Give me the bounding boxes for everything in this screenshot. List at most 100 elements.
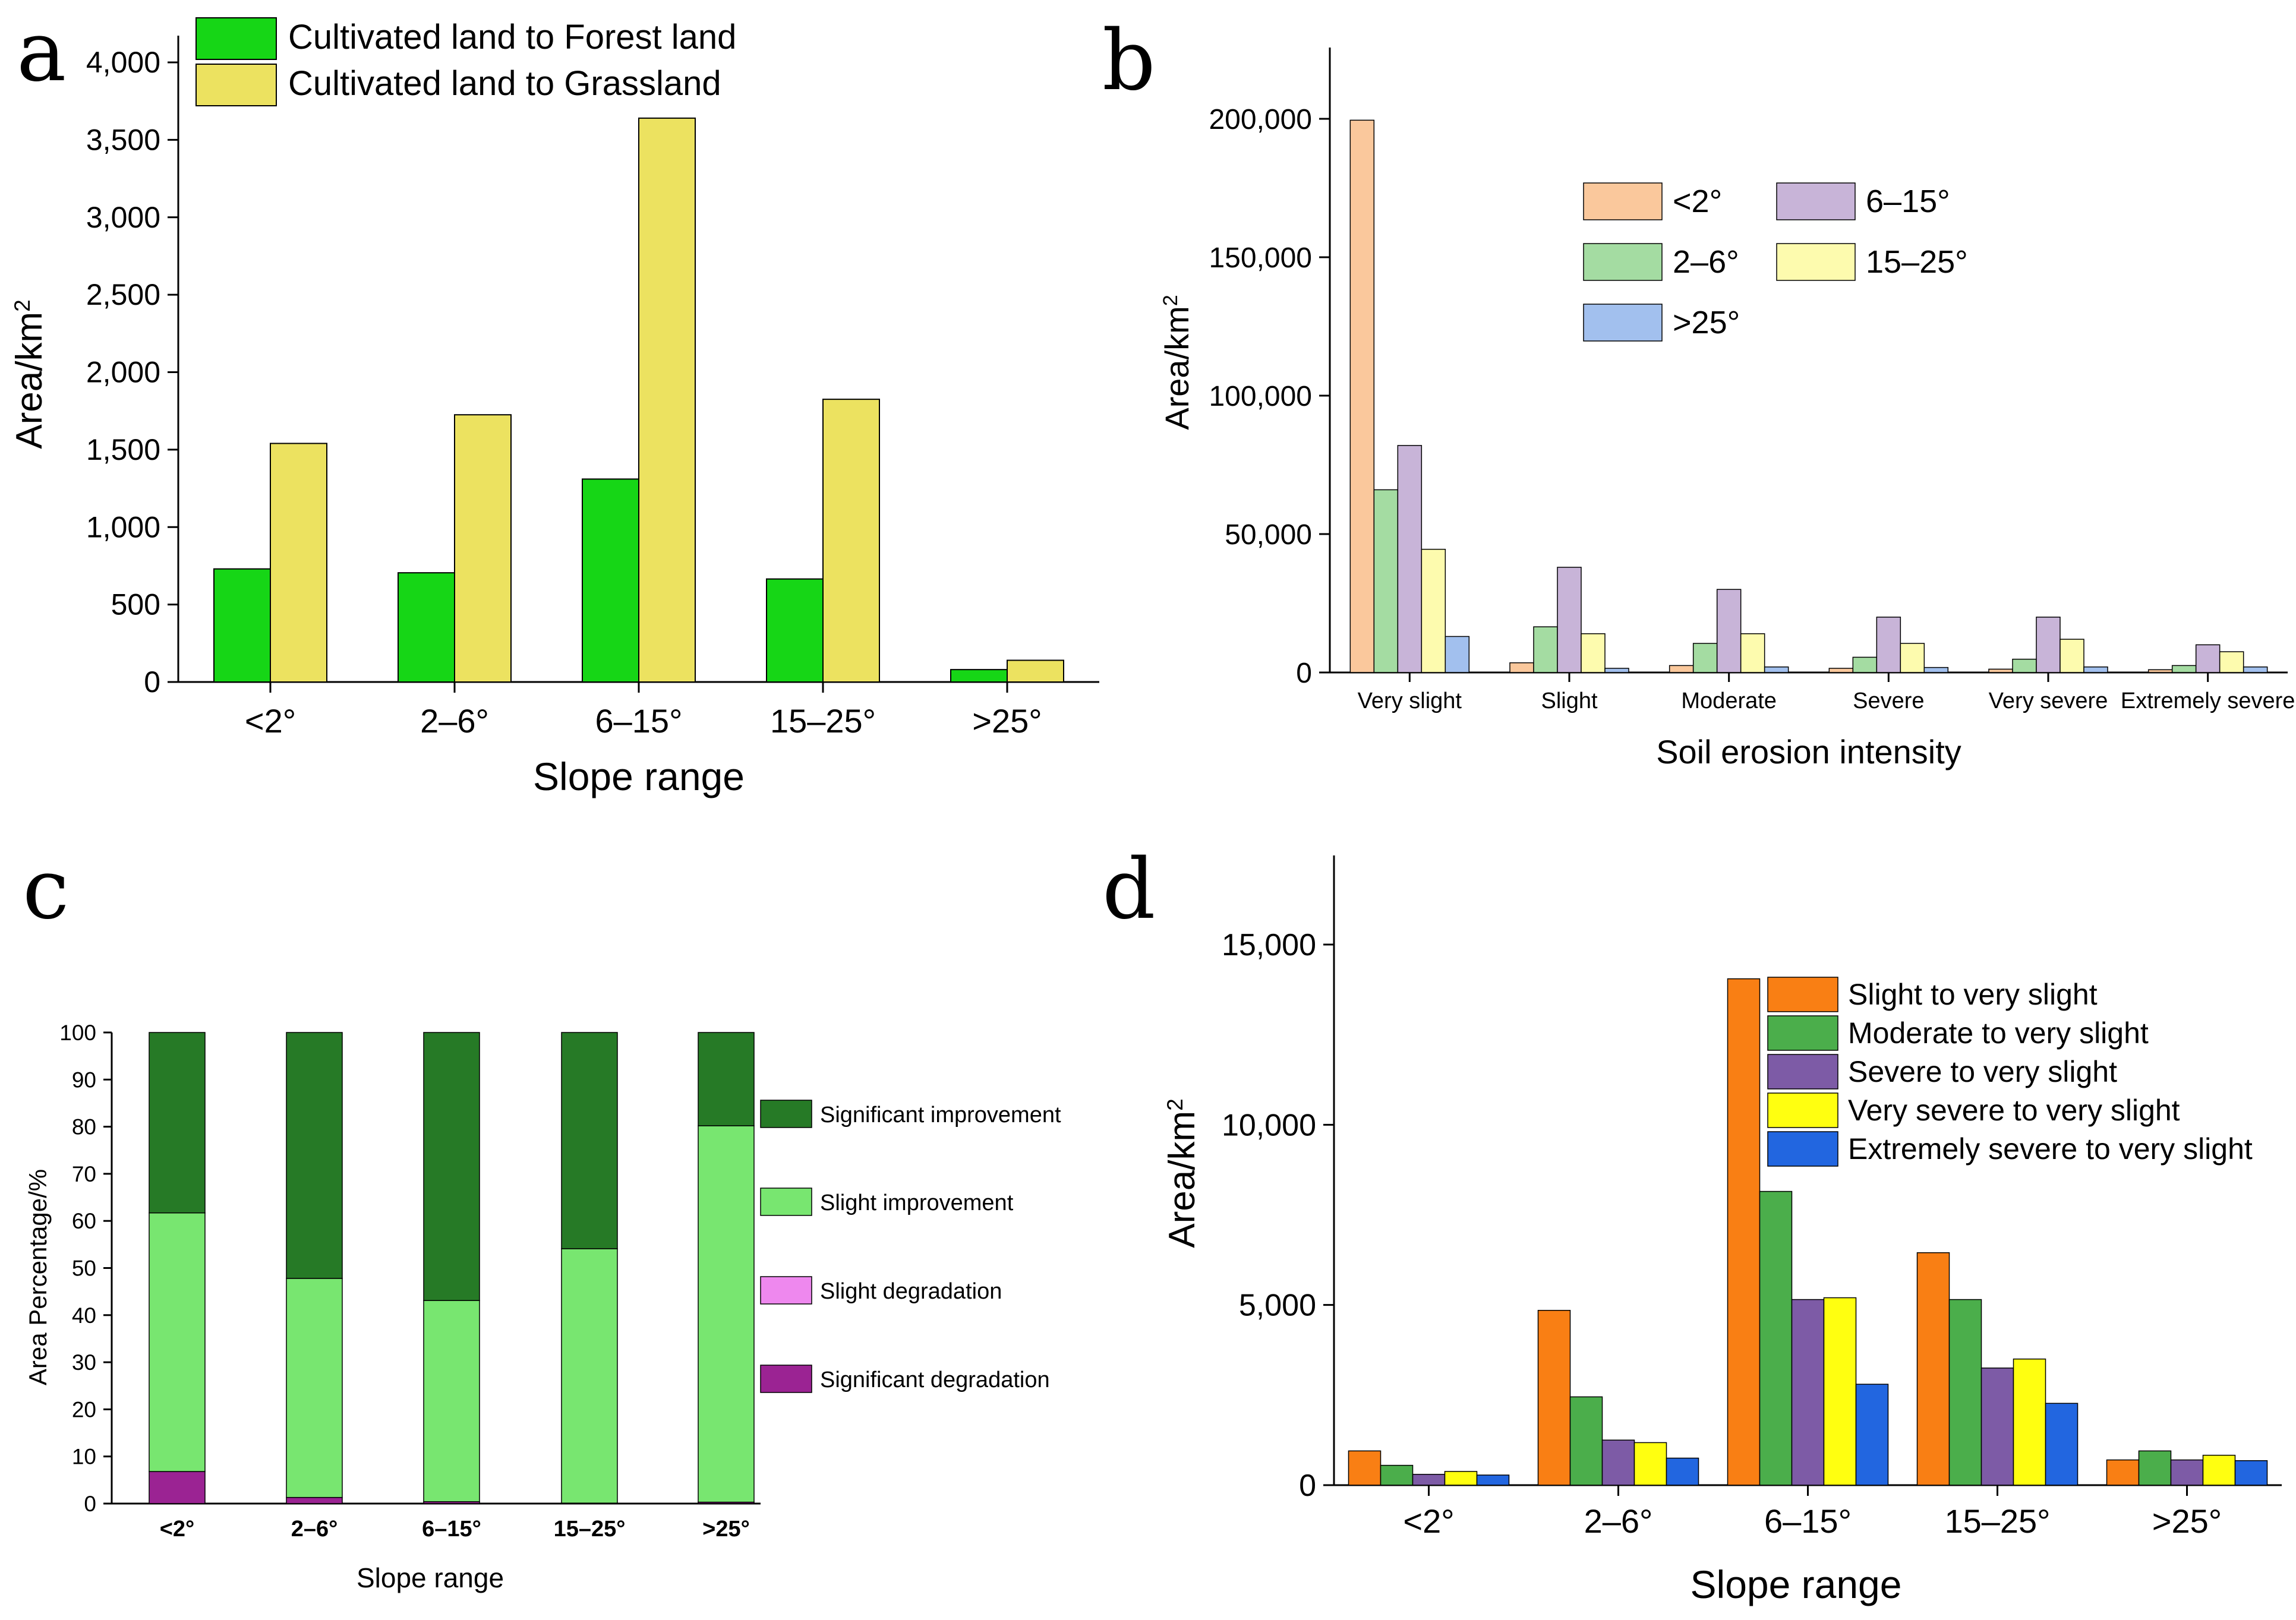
panel-b-bar-lt2deg-severe xyxy=(1828,668,1854,673)
panel-a-bar-cultivated-land-to-forest-land-lt2deg xyxy=(213,568,271,683)
panel-d-y-tick-label: 0 xyxy=(1299,1469,1316,1503)
panel-b-y-tick-label: 150,000 xyxy=(1209,242,1312,274)
panel-d-legend-swatch-slight-to-very-slight xyxy=(1767,977,1838,1012)
panel-a-bar-cultivated-land-to-forest-land-2-6deg xyxy=(398,572,455,683)
panel-d-bar-moderate-to-very-slight-2-6deg xyxy=(1569,1396,1603,1486)
panel-d-bar-extremely-severe-to-very-slight-lt2deg xyxy=(1476,1474,1510,1486)
panel-b-bar-15-25deg-moderate xyxy=(1740,633,1765,673)
panel-d-legend-swatch-extremely-severe-to-very-slight xyxy=(1767,1131,1838,1167)
panel-b-x-tick-label-slight: Slight xyxy=(1541,689,1597,713)
panel-d-y-axis-title: Area/km2 xyxy=(1162,1098,1203,1248)
panel-c-legend-label-significant-improvement: Significant improvement xyxy=(820,1103,1061,1128)
panel-c-bar-slight-improvement-6-15deg xyxy=(423,1300,480,1502)
panel-b-x-tick-label-very-severe: Very severe xyxy=(1989,689,2108,713)
panel-a-x-tick-label-6-15deg: 6–15° xyxy=(595,702,683,740)
panel-b-y-tick-label: 50,000 xyxy=(1225,519,1312,551)
panel-d-chart: d 0 5,000 10,000 15,000 <2° 2–6° 6–15° 15–25° >2… xyxy=(1102,841,2282,1606)
panel-b-bar-15-25deg-severe xyxy=(1900,643,1925,673)
panel-c-y-tick-label: 0 xyxy=(84,1492,96,1516)
panel-c-letter: c xyxy=(23,841,69,938)
panel-d-x-axis-title: Slope range xyxy=(1691,1562,1902,1606)
panel-d-legend-swatch-very-severe-to-very-slight xyxy=(1767,1092,1838,1128)
panel-a-bar-cultivated-land-to-grassland-15-25deg xyxy=(822,399,880,683)
panel-d-bar-severe-to-very-slight-lt2deg xyxy=(1412,1474,1446,1486)
panel-a-y-tick-label: 2,500 xyxy=(86,278,160,311)
panel-d-bar-very-severe-to-very-slight-6-15deg xyxy=(1823,1297,1857,1486)
panel-a-bar-cultivated-land-to-grassland-gt25deg xyxy=(1007,659,1064,683)
panel-d-bar-extremely-severe-to-very-slight-6-15deg xyxy=(1855,1384,1889,1486)
panel-c-y-tick-label: 40 xyxy=(72,1303,96,1328)
panel-c-bar-significant-degradation-lt2deg xyxy=(149,1471,206,1504)
panel-c-bar-significant-degradation-2-6deg xyxy=(286,1496,343,1504)
panel-d-x-tick-label-2-6deg: 2–6° xyxy=(1584,1502,1653,1540)
panel-b-bar-6-15deg-moderate xyxy=(1716,589,1742,673)
panel-c-bar-significant-improvement-6-15deg xyxy=(423,1032,480,1301)
panel-c-y-tick-label: 30 xyxy=(72,1350,96,1375)
panel-a-legend-label-cultivated-land-to-grassland: Cultivated land to Grassland xyxy=(288,64,721,103)
panel-b-legend-swatch-2-6deg xyxy=(1583,243,1663,281)
panel-c-bar-significant-improvement-15-25deg xyxy=(561,1032,618,1249)
panel-d-bar-slight-to-very-slight-15-25deg xyxy=(1916,1252,1950,1486)
panel-a-y-tick-label: 3,500 xyxy=(86,123,160,156)
panel-d-y-tick-label: 5,000 xyxy=(1239,1289,1316,1323)
panel-b-x-tick-label-severe: Severe xyxy=(1853,689,1924,713)
panel-b-y-tick-label: 200,000 xyxy=(1209,104,1312,135)
panel-d-bar-severe-to-very-slight-6-15deg xyxy=(1791,1299,1825,1486)
panel-a-legend-swatch-cultivated-land-to-grassland xyxy=(195,64,277,106)
panel-c-x-tick-label-6-15deg: 6–15° xyxy=(422,1517,481,1542)
panel-d-y-tick-label: 10,000 xyxy=(1222,1108,1316,1142)
panel-b-bar-lt2deg-slight xyxy=(1509,662,1534,673)
panel-c-legend-swatch-slight-improvement xyxy=(760,1188,812,1216)
panel-d-bar-extremely-severe-to-very-slight-15-25deg xyxy=(2045,1403,2079,1486)
panel-b-bar-15-25deg-very-slight xyxy=(1421,548,1446,673)
panel-d-bar-severe-to-very-slight-15-25deg xyxy=(1980,1368,2014,1486)
panel-c-legend-swatch-significant-improvement xyxy=(760,1100,812,1128)
panel-a-chart: a 0 500 1,000 1,500 2,000 2,500 3,000 3,500 4,00… xyxy=(9,4,1099,798)
panel-c-legend-label-significant-degradation: Significant degradation xyxy=(820,1368,1050,1392)
panel-c-y-tick-label: 20 xyxy=(72,1397,96,1422)
panel-c-bar-slight-improvement-lt2deg xyxy=(149,1212,206,1472)
panel-c-y-tick-label: 10 xyxy=(72,1445,96,1469)
panel-c-y-axis-title: Area Percentage/% xyxy=(24,1169,52,1385)
panel-b-x-axis-title: Soil erosion intensity xyxy=(1656,733,1961,770)
panel-a-x-axis-title: Slope range xyxy=(533,754,745,798)
panel-d-bar-moderate-to-very-slight-6-15deg xyxy=(1759,1190,1793,1486)
panel-c-chart: c 0 10 20 30 40 50 60 70 80 90 100 <2° 2–6° 6–15° 15–2… xyxy=(23,841,1061,1593)
panel-a-x-tick-label-2-6deg: 2–6° xyxy=(420,702,489,740)
panel-b-bar-15-25deg-extremely-severe xyxy=(2219,651,2244,673)
panel-b-legend-swatch-gt25deg xyxy=(1583,304,1663,342)
panel-b-bar-6-15deg-very-severe xyxy=(2036,617,2061,673)
panel-b-chart: b 0 50,000 100,000 150,000 200,000 Very sligh… xyxy=(1102,12,2295,770)
panel-a-legend-label-cultivated-land-to-forest-land: Cultivated land to Forest land xyxy=(288,18,736,56)
panel-c-x-tick-label-gt25deg: >25° xyxy=(702,1517,750,1542)
panel-c-x-tick-label-lt2deg: <2° xyxy=(160,1517,195,1542)
panel-c-x-tick-label-2-6deg: 2–6° xyxy=(291,1517,338,1542)
panel-d-x-tick-label-15-25deg: 15–25° xyxy=(1944,1502,2050,1540)
panel-b-legend-label-6-15deg: 6–15° xyxy=(1866,184,1950,219)
panel-b-bar-gt25deg-moderate xyxy=(1764,666,1789,673)
panel-c-y-tick-label: 60 xyxy=(72,1209,96,1233)
panel-b-bar-2-6deg-severe xyxy=(1852,656,1878,673)
panel-d-bar-slight-to-very-slight-2-6deg xyxy=(1537,1310,1571,1486)
panel-c-y-tick-label: 80 xyxy=(72,1115,96,1139)
panel-b-bar-6-15deg-extremely-severe xyxy=(2195,644,2221,673)
panel-d-bar-moderate-to-very-slight-gt25deg xyxy=(2138,1450,2172,1486)
panel-d-bar-slight-to-very-slight-lt2deg xyxy=(1348,1450,1382,1486)
panel-b-bar-15-25deg-slight xyxy=(1581,633,1606,673)
panel-d-legend-label-extremely-severe-to-very-slight: Extremely severe to very slight xyxy=(1848,1132,2253,1166)
panel-b-x-tick-label-moderate: Moderate xyxy=(1681,689,1777,713)
panel-a-bar-cultivated-land-to-grassland-6-15deg xyxy=(638,117,696,683)
panel-b-bar-2-6deg-moderate xyxy=(1692,643,1718,673)
panel-c-y-tick-label: 90 xyxy=(72,1068,96,1092)
panel-a-bar-cultivated-land-to-grassland-lt2deg xyxy=(270,443,327,683)
panel-a-y-tick-label: 1,500 xyxy=(86,433,160,466)
panel-d-legend-label-very-severe-to-very-slight: Very severe to very slight xyxy=(1848,1094,2180,1127)
panel-c-y-tick-label: 70 xyxy=(72,1162,96,1186)
panel-a-legend-swatch-cultivated-land-to-forest-land xyxy=(195,17,277,60)
panel-a-y-axis-title: Area/km2 xyxy=(9,299,50,449)
panel-d-bar-slight-to-very-slight-6-15deg xyxy=(1727,978,1761,1486)
panel-a-y-tick-label: 500 xyxy=(111,588,160,621)
panel-d-bar-very-severe-to-very-slight-gt25deg xyxy=(2202,1454,2236,1486)
panel-b-y-axis-title: Area/km2 xyxy=(1158,295,1196,430)
panel-d-legend-swatch-moderate-to-very-slight xyxy=(1767,1015,1838,1051)
